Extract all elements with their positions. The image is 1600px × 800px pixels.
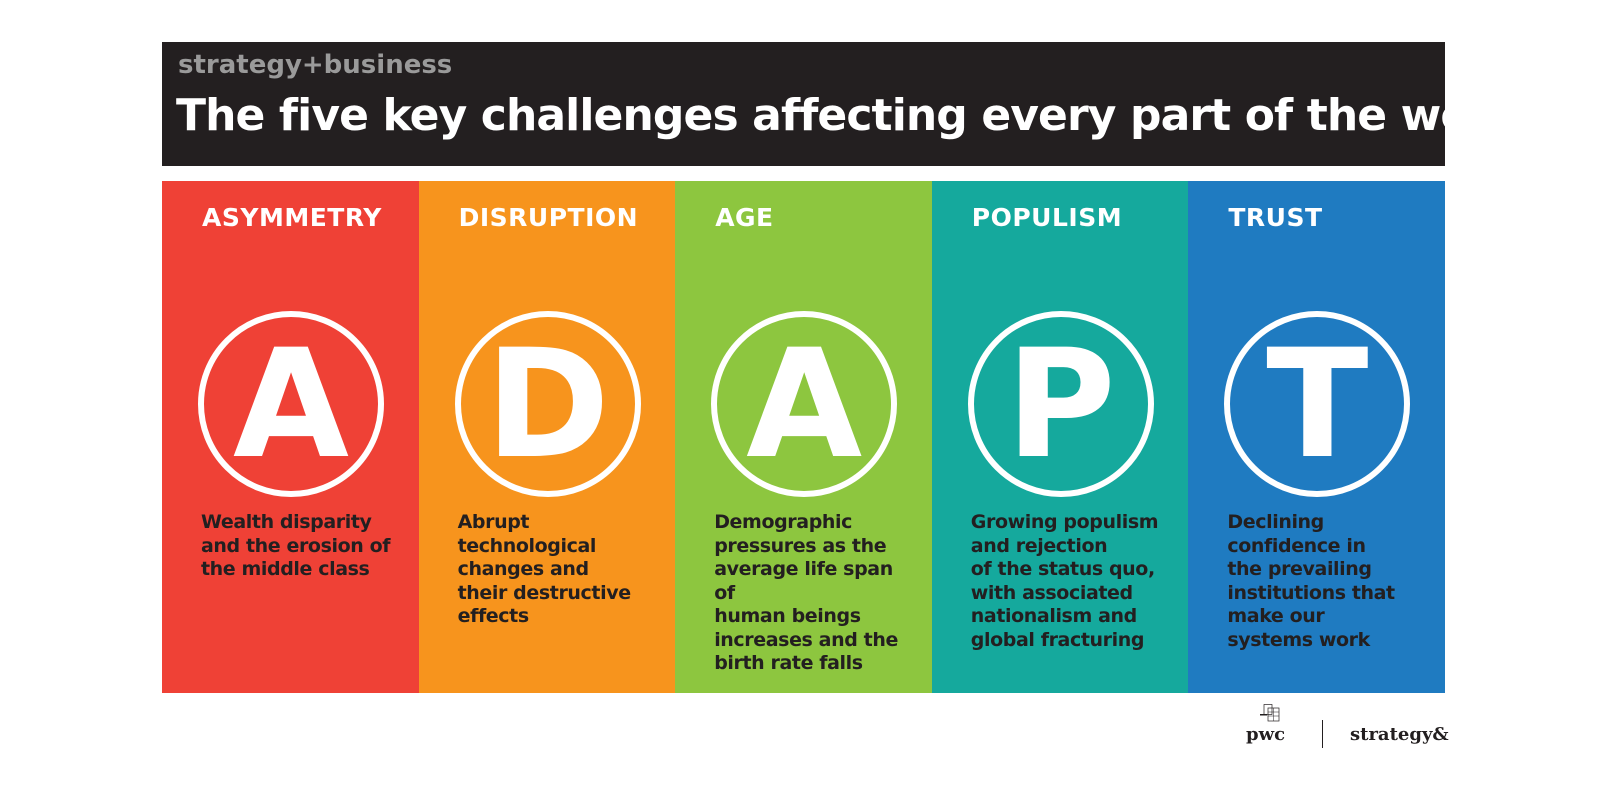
column-disruption: DISRUPTION D Abrupt technological change… xyxy=(418,181,676,693)
column-label: DISRUPTION xyxy=(458,203,639,232)
page-title: The five key challenges affecting every … xyxy=(176,90,1536,141)
column-label: AGE xyxy=(715,203,774,232)
strategy-and-logo: strategy& xyxy=(1350,724,1449,745)
column-description: Abrupt technological changes and their d… xyxy=(457,511,632,627)
pwc-mark-icon xyxy=(1260,704,1280,722)
letter-circle: T xyxy=(1224,311,1411,497)
column-description: Demographic pressures as the average lif… xyxy=(714,511,898,674)
column-trust: TRUST T Declining confidence in the prev… xyxy=(1188,181,1445,693)
letter-circle: A xyxy=(711,311,898,497)
challenge-columns: ASYMMETRY A Wealth disparity and the ero… xyxy=(162,181,1445,693)
column-label: ASYMMETRY xyxy=(202,203,382,232)
letter-a-icon: A xyxy=(746,318,863,492)
letter-d-icon: D xyxy=(485,318,610,492)
column-populism: POPULISM P Growing populism and rejectio… xyxy=(931,181,1189,693)
column-description: Wealth disparity and the erosion of the … xyxy=(201,511,391,580)
brand-name: strategy+business xyxy=(178,50,453,80)
column-description: Declining confidence in the prevailing i… xyxy=(1227,511,1395,651)
column-label: TRUST xyxy=(1228,203,1323,232)
column-age: AGE A Demographic pressures as the avera… xyxy=(675,181,932,693)
column-label: POPULISM xyxy=(971,203,1123,232)
letter-circle: A xyxy=(198,311,384,497)
letter-a-icon: A xyxy=(232,318,350,492)
column-description: Growing populism and rejection of the st… xyxy=(970,511,1159,651)
column-asymmetry: ASYMMETRY A Wealth disparity and the ero… xyxy=(162,181,419,693)
footer-logos: pwc strategy& xyxy=(1230,700,1450,750)
logo-divider xyxy=(1322,720,1323,748)
header-banner: strategy+business The five key challenge… xyxy=(162,42,1536,166)
letter-circle: P xyxy=(967,311,1154,497)
pwc-logo: pwc xyxy=(1246,724,1286,745)
letter-p-icon: P xyxy=(1005,318,1116,492)
letter-t-icon: T xyxy=(1266,318,1369,492)
letter-circle: D xyxy=(454,311,641,497)
